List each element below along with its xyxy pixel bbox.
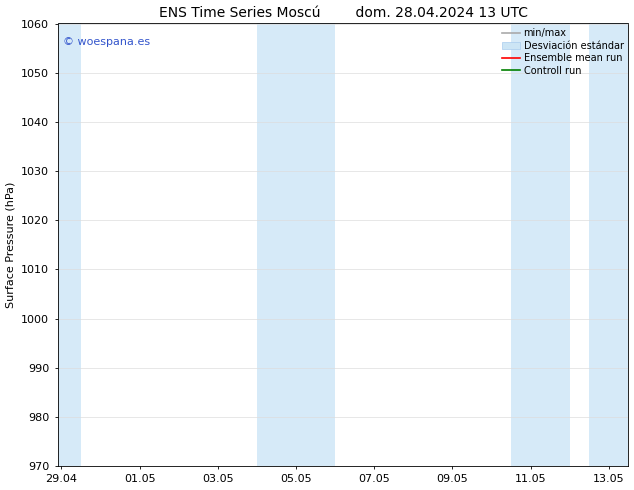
Bar [590, 24, 628, 466]
Legend: min/max, Desviación estándar, Ensemble mean run, Controll run: min/max, Desviación estándar, Ensemble m… [500, 26, 626, 77]
Bar [257, 24, 335, 466]
Title: ENS Time Series Moscú        dom. 28.04.2024 13 UTC: ENS Time Series Moscú dom. 28.04.2024 13… [158, 5, 527, 20]
Bar [511, 24, 570, 466]
Bar [58, 24, 81, 466]
Y-axis label: Surface Pressure (hPa): Surface Pressure (hPa) [6, 182, 16, 308]
Text: © woespana.es: © woespana.es [63, 37, 150, 47]
